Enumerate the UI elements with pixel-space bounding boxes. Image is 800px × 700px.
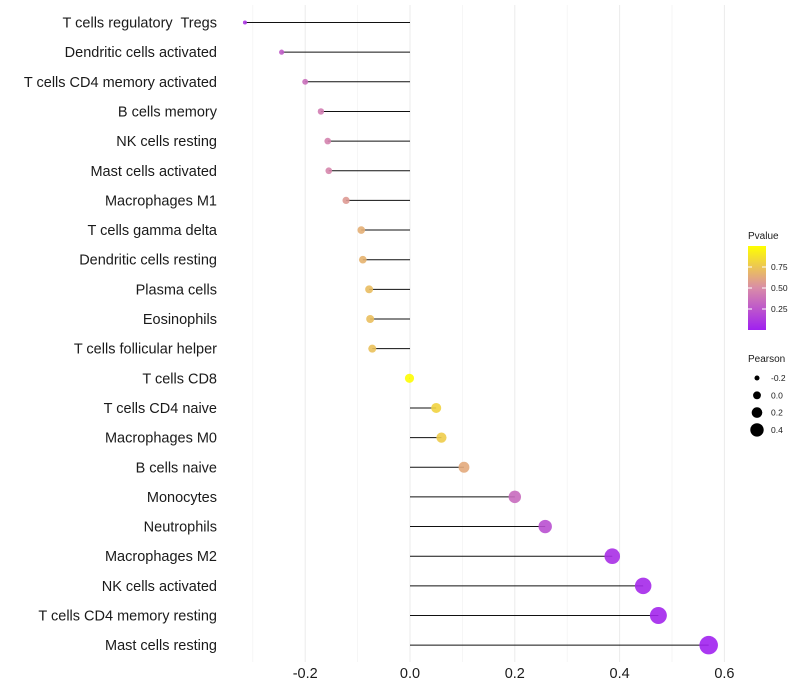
size-legend-label: 0.2 <box>771 408 783 418</box>
x-tick-label: -0.2 <box>293 666 318 682</box>
size-legend-label: 0.4 <box>771 425 783 435</box>
category-label: Dendritic cells activated <box>65 45 217 61</box>
size-legend-dot <box>754 375 760 381</box>
x-tick-label: 0.6 <box>714 666 734 682</box>
category-label: T cells CD4 naive <box>104 401 217 417</box>
lollipop-dot <box>538 519 552 534</box>
lollipop-dot <box>649 607 667 624</box>
lollipop-dot <box>242 20 247 25</box>
category-label: T cells regulatory Tregs <box>63 16 217 32</box>
lollipop-dot <box>302 78 309 85</box>
category-label: T cells CD8 <box>142 371 217 387</box>
lollipop-dot <box>358 255 367 264</box>
x-tick-label: 0.4 <box>610 666 630 682</box>
size-legend-dot <box>751 407 763 418</box>
lollipop-dot <box>458 461 470 473</box>
lollipop-dot <box>508 490 522 504</box>
category-label: Neutrophils <box>144 520 217 536</box>
lollipop-dot <box>634 577 652 595</box>
x-tick-label: 0.0 <box>400 666 420 682</box>
category-label: Mast cells resting <box>105 638 217 654</box>
x-axis-tick-labels: -0.2 0.0 0.2 0.4 0.6 <box>293 666 735 682</box>
lollipop-dot <box>342 196 350 204</box>
lollipop-dot <box>317 108 325 115</box>
category-label: NK cells activated <box>102 579 217 595</box>
lollipop-dot <box>279 49 285 55</box>
size-legend-label: 0.0 <box>771 390 783 400</box>
category-label: Macrophages M1 <box>105 193 217 209</box>
category-label: T cells CD4 memory resting <box>38 609 217 625</box>
lollipop-dot <box>431 402 442 413</box>
category-label: Macrophages M0 <box>105 431 217 447</box>
category-label: B cells memory <box>118 104 218 120</box>
lollipop-dot <box>368 344 377 353</box>
category-label: T cells follicular helper <box>74 342 217 358</box>
lollipop-dot <box>365 285 374 294</box>
category-label: B cells naive <box>136 460 217 476</box>
pvalue-legend-title: Pvalue <box>748 231 779 242</box>
size-legend-label: -0.2 <box>771 373 786 383</box>
category-label: T cells gamma delta <box>88 223 218 239</box>
pvalue-color-legend: Pvalue 0.25 0.50 0.75 <box>748 231 788 330</box>
lollipop-dot <box>699 635 718 655</box>
colorbar-tick-label: 0.50 <box>771 283 788 293</box>
pvalue-colorbar <box>748 246 766 330</box>
lollipop-dot <box>604 548 621 564</box>
lollipop-dot <box>325 167 333 175</box>
lollipop-dot <box>436 432 447 443</box>
category-label: T cells CD4 memory activated <box>24 75 217 91</box>
category-labels: T cells regulatory Tregs Dendritic cells … <box>24 16 218 655</box>
grid-lines <box>252 5 725 662</box>
category-label: Eosinophils <box>143 312 217 328</box>
size-legend-dot <box>753 391 761 400</box>
lollipop-stems <box>244 22 709 646</box>
lollipop-dot <box>404 373 415 383</box>
lollipop-dot <box>357 226 366 234</box>
category-label: NK cells resting <box>116 134 217 150</box>
category-label: Macrophages M2 <box>105 549 217 565</box>
category-label: Mast cells activated <box>90 164 217 180</box>
pearson-size-legend: Pearson -0.2 0.0 0.2 0.4 <box>748 354 786 437</box>
lollipop-dots <box>242 20 718 655</box>
category-label: Monocytes <box>147 490 217 506</box>
pearson-legend-title: Pearson <box>748 354 785 365</box>
lollipop-dot <box>324 137 332 145</box>
size-legend-dot <box>750 423 764 437</box>
x-tick-label: 0.2 <box>505 666 525 682</box>
category-label: Dendritic cells resting <box>79 253 217 269</box>
lollipop-dot <box>366 315 375 323</box>
category-label: Plasma cells <box>136 282 217 298</box>
colorbar-tick-label: 0.25 <box>771 304 788 314</box>
colorbar-tick-label: 0.75 <box>771 262 788 272</box>
